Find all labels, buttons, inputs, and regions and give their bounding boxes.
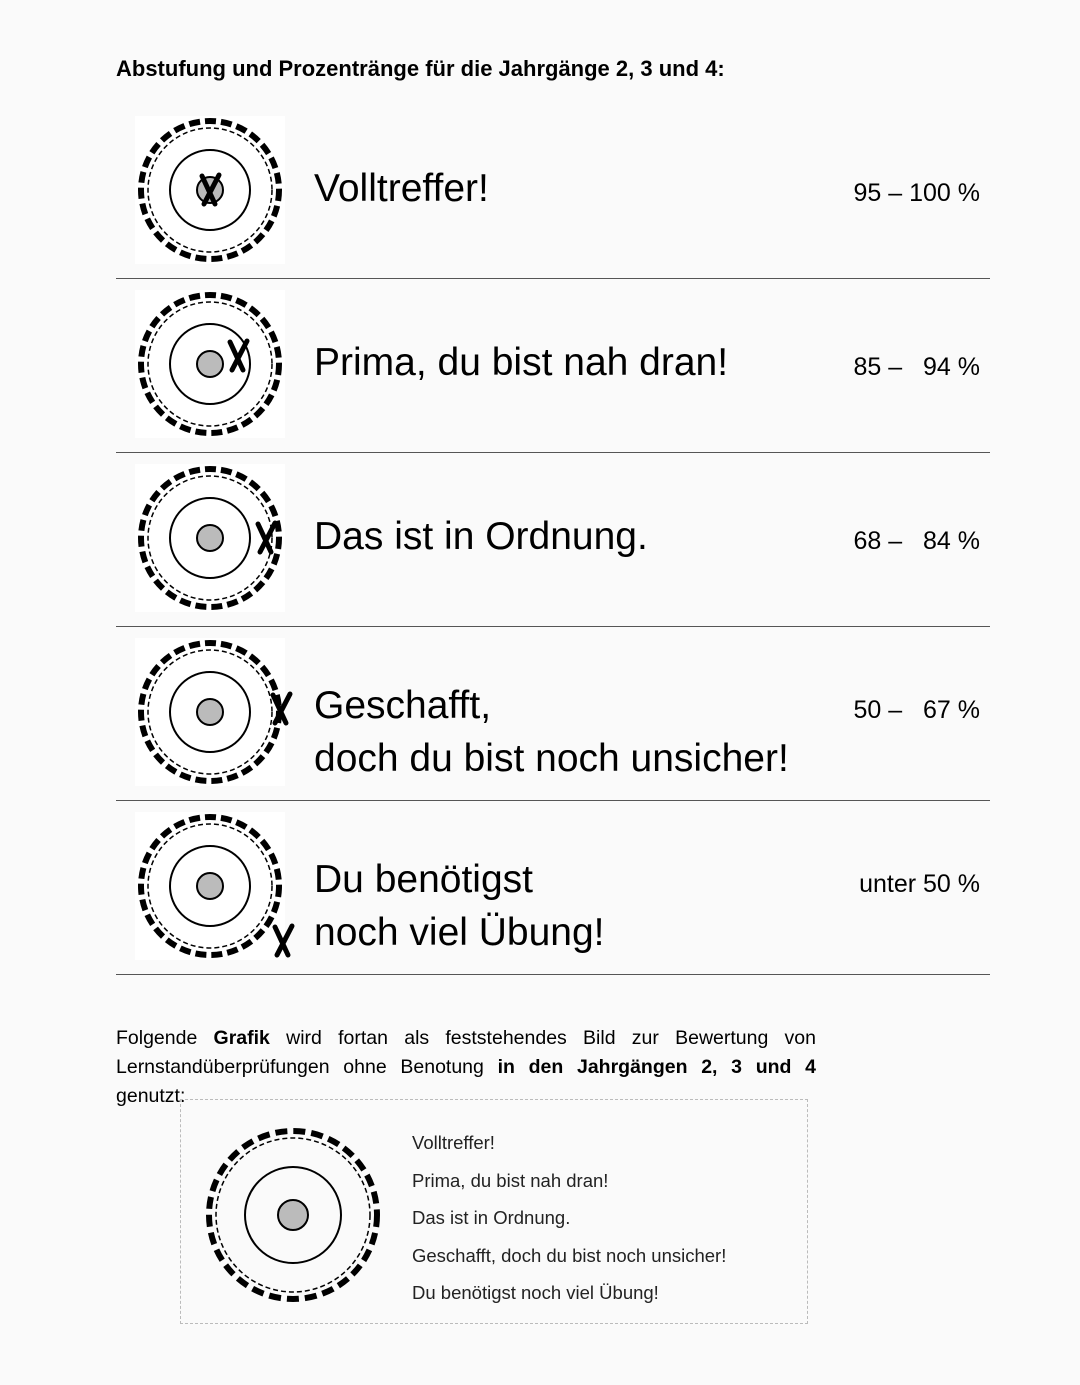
- legend-item: Geschafft, doch du bist noch unsicher!: [412, 1244, 727, 1266]
- text: genutzt:: [116, 1085, 186, 1107]
- title-line: Du benötigst: [314, 858, 533, 901]
- title-line: Das ist in Ordnung.: [314, 515, 648, 558]
- percent-range: unter 50 %: [859, 870, 980, 898]
- x-mark-icon: [270, 691, 293, 726]
- title-line: Prima, du bist nah dran!: [314, 341, 729, 384]
- rating-row: Das ist in Ordnung. 68 – 84 %: [116, 452, 990, 627]
- rating-row: Volltreffer! 95 – 100 %: [116, 104, 990, 279]
- title-line: noch viel Übung!: [314, 911, 605, 954]
- title-line: doch du bist noch unsicher!: [314, 737, 789, 780]
- x-mark-icon: [255, 520, 278, 555]
- x-mark-icon: [199, 172, 222, 207]
- target-icon: [135, 290, 285, 438]
- title-line: Volltreffer!: [314, 167, 489, 210]
- title-line: Geschafft,: [314, 684, 492, 727]
- target-icon: [135, 464, 285, 612]
- legend-box: Volltreffer! Prima, du bist nah dran! Da…: [180, 1099, 808, 1324]
- percent-range: 95 – 100 %: [853, 179, 981, 207]
- text: Folgende: [116, 1027, 214, 1049]
- bold-text: Grafik: [213, 1027, 270, 1049]
- target-icon: [206, 1128, 380, 1302]
- rating-title: Das ist in Ordnung.: [314, 510, 648, 563]
- legend-item: Volltreffer!: [412, 1132, 495, 1153]
- description-paragraph: Folgende Grafik wird fortan als feststeh…: [116, 1024, 816, 1111]
- rating-row: Geschafft, doch du bist noch unsicher! 50…: [116, 626, 990, 801]
- target-icon: [135, 638, 293, 786]
- rating-title: Geschafft, doch du bist noch unsicher!: [314, 679, 789, 785]
- text: wird fortan als feststehendes Bild zur B…: [116, 1027, 816, 1078]
- legend-item: Prima, du bist nah dran!: [412, 1169, 609, 1191]
- target-icon: [135, 116, 285, 264]
- rating-title: Prima, du bist nah dran!: [314, 336, 728, 389]
- legend-list: Volltreffer! Prima, du bist nah dran! Da…: [412, 1124, 726, 1312]
- rating-row: Du benötigst noch viel Übung! unter 50 %: [116, 800, 990, 975]
- legend-item: Du benötigst noch viel Übung!: [412, 1282, 659, 1303]
- rating-row: Prima, du bist nah dran! 85 – 94 %: [116, 278, 990, 453]
- percent-range: 68 – 84 %: [853, 527, 980, 555]
- percent-range: 85 – 94 %: [853, 353, 980, 381]
- page-heading: Abstufung und Prozentränge für die Jahrg…: [116, 56, 725, 81]
- target-icon: [135, 812, 295, 960]
- percent-range: 50 – 67 %: [853, 696, 980, 724]
- x-mark-icon: [227, 338, 250, 373]
- rating-title: Volltreffer!: [314, 162, 489, 215]
- rating-title: Du benötigst noch viel Übung!: [314, 853, 605, 959]
- legend-item: Das ist in Ordnung.: [412, 1207, 571, 1228]
- bold-text: in den Jahrgängen 2, 3 und 4: [497, 1056, 817, 1078]
- x-mark-icon: [272, 923, 295, 958]
